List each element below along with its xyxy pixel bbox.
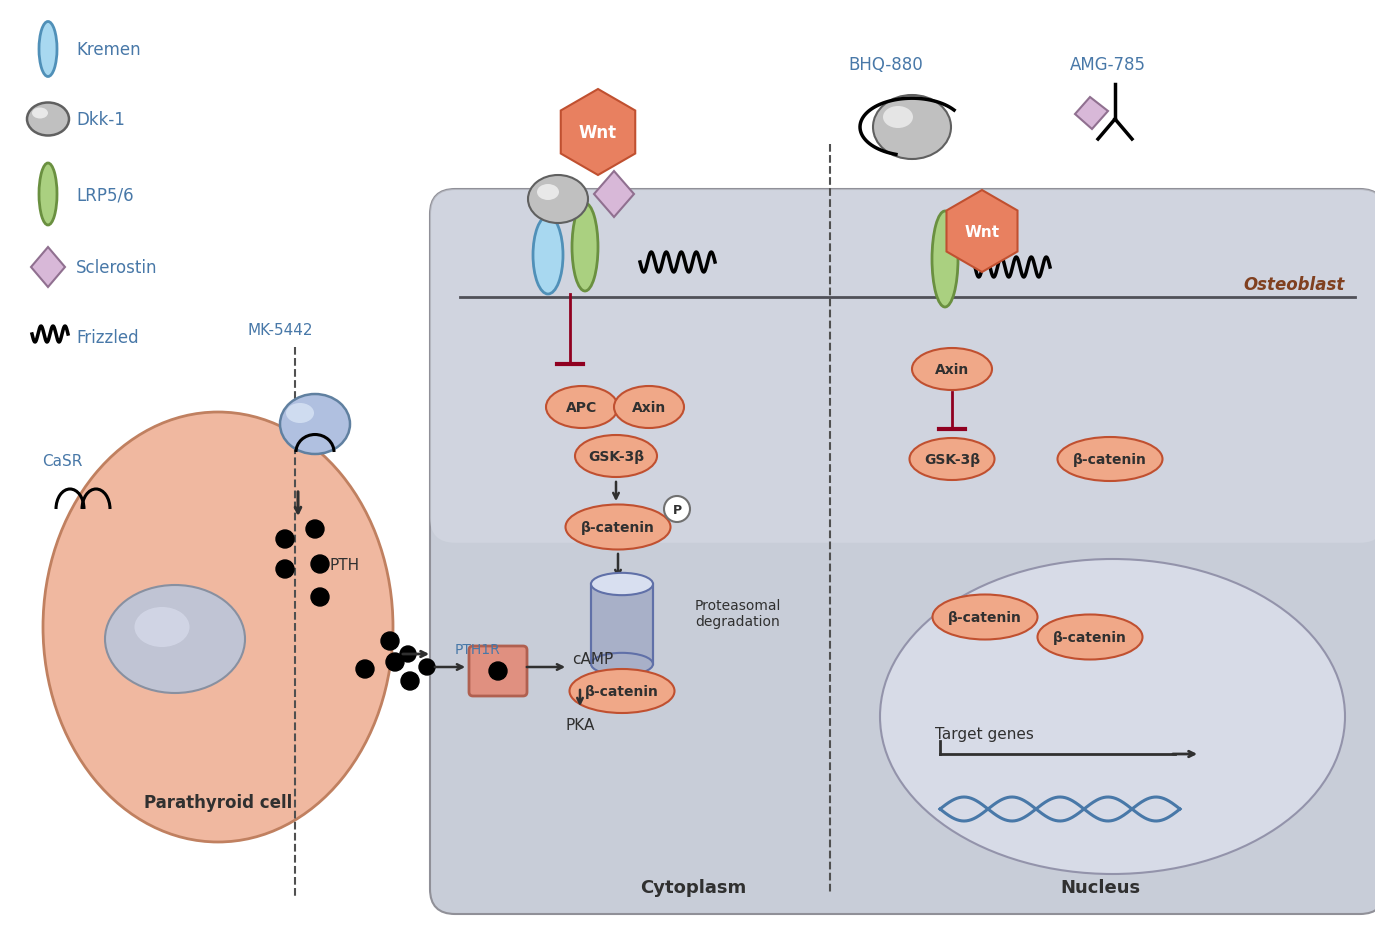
Text: GSK-3β: GSK-3β: [924, 453, 980, 467]
Circle shape: [311, 555, 329, 574]
Circle shape: [311, 588, 329, 606]
FancyBboxPatch shape: [469, 646, 527, 696]
Ellipse shape: [575, 435, 657, 478]
Circle shape: [276, 561, 294, 578]
Ellipse shape: [873, 96, 951, 160]
Polygon shape: [1075, 97, 1108, 130]
Ellipse shape: [528, 175, 588, 224]
Text: Wnt: Wnt: [964, 225, 1000, 239]
Text: Dkk-1: Dkk-1: [76, 110, 125, 129]
Text: β-catenin: β-catenin: [1072, 453, 1147, 467]
Polygon shape: [32, 248, 65, 288]
Text: BHQ-880: BHQ-880: [848, 56, 923, 74]
Ellipse shape: [880, 560, 1345, 874]
Ellipse shape: [546, 387, 617, 429]
Ellipse shape: [1057, 437, 1162, 482]
Circle shape: [356, 661, 374, 678]
Ellipse shape: [883, 107, 913, 129]
Ellipse shape: [932, 595, 1038, 639]
Text: APC: APC: [566, 401, 598, 415]
Ellipse shape: [104, 586, 245, 693]
Text: PKA: PKA: [565, 716, 594, 731]
Ellipse shape: [280, 394, 351, 455]
FancyBboxPatch shape: [430, 190, 1375, 914]
Text: LRP5/6: LRP5/6: [76, 186, 133, 204]
Text: P: P: [672, 503, 682, 516]
Text: PTH1R: PTH1R: [455, 642, 500, 656]
Ellipse shape: [286, 404, 314, 423]
Ellipse shape: [38, 164, 56, 226]
Circle shape: [381, 632, 399, 651]
Text: Osteoblast: Osteoblast: [1243, 276, 1345, 293]
Text: Sclerostin: Sclerostin: [76, 259, 158, 277]
Ellipse shape: [932, 212, 958, 308]
FancyBboxPatch shape: [591, 585, 653, 664]
Ellipse shape: [38, 22, 56, 77]
Ellipse shape: [1038, 615, 1143, 660]
Text: Axin: Axin: [632, 401, 666, 415]
Polygon shape: [561, 90, 635, 175]
Circle shape: [490, 663, 507, 680]
Text: cAMP: cAMP: [572, 651, 613, 667]
Polygon shape: [946, 191, 1018, 273]
Text: GSK-3β: GSK-3β: [588, 449, 644, 463]
Circle shape: [386, 653, 404, 671]
Text: Cytoplasm: Cytoplasm: [639, 878, 747, 896]
Ellipse shape: [135, 607, 190, 648]
Circle shape: [400, 646, 417, 663]
Ellipse shape: [569, 669, 675, 714]
Polygon shape: [594, 172, 634, 218]
Text: CaSR: CaSR: [43, 454, 82, 469]
Circle shape: [276, 531, 294, 548]
Ellipse shape: [591, 653, 653, 676]
Text: β-catenin: β-catenin: [584, 684, 659, 698]
FancyBboxPatch shape: [430, 190, 1375, 543]
Ellipse shape: [538, 185, 560, 200]
Ellipse shape: [909, 439, 994, 481]
Text: Parathyroid cell: Parathyroid cell: [144, 793, 292, 811]
Ellipse shape: [43, 413, 393, 842]
Circle shape: [402, 672, 419, 690]
Ellipse shape: [565, 505, 671, 550]
Text: Kremen: Kremen: [76, 41, 140, 59]
Text: Target genes: Target genes: [935, 727, 1034, 741]
Ellipse shape: [615, 387, 683, 429]
Text: AMG-785: AMG-785: [1070, 56, 1145, 74]
Ellipse shape: [28, 103, 69, 136]
Text: β-catenin: β-catenin: [1053, 630, 1128, 644]
Ellipse shape: [912, 349, 991, 391]
Text: Axin: Axin: [935, 363, 969, 377]
Text: MK-5442: MK-5442: [248, 322, 314, 337]
Text: β-catenin: β-catenin: [582, 521, 654, 535]
Text: β-catenin: β-catenin: [947, 611, 1022, 625]
Ellipse shape: [32, 109, 48, 120]
Text: Nucleus: Nucleus: [1060, 878, 1140, 896]
Text: Proteasomal
degradation: Proteasomal degradation: [694, 599, 781, 628]
Ellipse shape: [572, 204, 598, 291]
Ellipse shape: [591, 574, 653, 596]
Circle shape: [419, 659, 434, 676]
Circle shape: [664, 496, 690, 522]
Text: Frizzled: Frizzled: [76, 329, 139, 347]
Circle shape: [307, 521, 324, 538]
Text: PTH: PTH: [330, 557, 360, 572]
Ellipse shape: [534, 217, 562, 295]
Text: Wnt: Wnt: [579, 123, 617, 142]
